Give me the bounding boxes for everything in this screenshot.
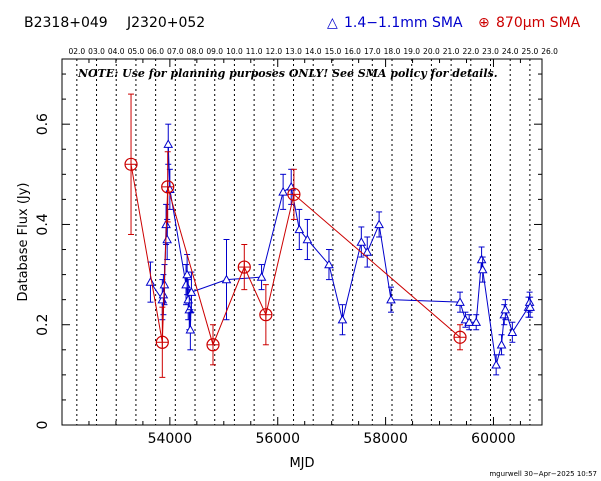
y-tick-label: 0.4 bbox=[35, 213, 51, 235]
top-year-label: 16.0 bbox=[344, 47, 361, 56]
data-point bbox=[386, 294, 396, 304]
data-point bbox=[500, 304, 511, 314]
legend-symbol-blue: △ bbox=[327, 15, 338, 31]
source-name-1: B2318+049 bbox=[24, 15, 108, 31]
data-point bbox=[496, 339, 507, 349]
axes-ticks: 54000 56000 58000 60000 0 0.2 0.4 0.6 bbox=[35, 59, 542, 447]
data-point bbox=[477, 264, 488, 274]
data-point bbox=[145, 277, 156, 286]
data-point bbox=[302, 234, 313, 244]
data-point bbox=[294, 224, 305, 234]
data-point bbox=[278, 186, 288, 196]
data-point bbox=[507, 327, 518, 336]
legend-label-red: 870μm SMA bbox=[496, 15, 581, 31]
top-year-label: 03.0 bbox=[88, 47, 105, 56]
data-point bbox=[362, 246, 373, 256]
planning-note: NOTE: Use for planning purposes ONLY! Se… bbox=[77, 67, 498, 80]
data-point bbox=[324, 259, 334, 269]
data-point bbox=[162, 234, 173, 244]
top-year-label: 17.0 bbox=[364, 47, 381, 56]
source-name-2: J2320+052 bbox=[126, 15, 205, 31]
top-year-label: 21.0 bbox=[443, 47, 460, 56]
series-line bbox=[150, 144, 531, 365]
data-point bbox=[221, 274, 232, 284]
x-tick-label: 54000 bbox=[148, 431, 193, 447]
data-point bbox=[185, 324, 196, 334]
top-year-label: 20.0 bbox=[423, 47, 440, 56]
top-year-label: 23.0 bbox=[482, 47, 499, 56]
data-point bbox=[374, 219, 384, 229]
data-point bbox=[163, 139, 174, 148]
credit-stamp: mgurwell 30−Apr−2025 10:57 bbox=[489, 470, 597, 478]
top-year-label: 24.0 bbox=[502, 47, 519, 56]
data-point bbox=[525, 302, 535, 311]
data-point bbox=[158, 289, 169, 299]
data-point bbox=[455, 297, 465, 306]
top-year-label: 06.0 bbox=[147, 47, 164, 56]
top-year-label: 04.0 bbox=[108, 47, 125, 56]
top-year-label: 11.0 bbox=[246, 47, 263, 56]
data-point bbox=[471, 317, 482, 326]
top-year-label: 26.0 bbox=[541, 47, 558, 56]
legend-symbol-red: ⊕ bbox=[478, 15, 490, 31]
top-year-label: 18.0 bbox=[384, 47, 401, 56]
y-tick-label: 0.2 bbox=[35, 314, 51, 336]
top-year-label: 14.0 bbox=[305, 47, 322, 56]
data-series bbox=[124, 93, 535, 378]
top-year-label: 09.0 bbox=[206, 47, 223, 56]
plot-frame bbox=[61, 58, 543, 426]
data-point bbox=[476, 254, 487, 264]
x-tick-label: 60000 bbox=[471, 431, 516, 447]
top-year-label: 25.0 bbox=[522, 47, 539, 56]
series-mm-sma bbox=[145, 123, 535, 376]
data-point bbox=[256, 272, 267, 281]
legend: △ 1.4−1.1mm SMA ⊕ 870μm SMA bbox=[327, 15, 581, 31]
data-point bbox=[181, 279, 191, 289]
data-point bbox=[182, 269, 192, 279]
top-year-label: 10.0 bbox=[226, 47, 243, 56]
x-tick-label: 56000 bbox=[255, 431, 300, 447]
top-year-label: 02.0 bbox=[68, 47, 85, 56]
top-year-label: 15.0 bbox=[325, 47, 342, 56]
data-point bbox=[186, 287, 197, 296]
top-year-label: 12.0 bbox=[265, 47, 282, 56]
legend-label-blue: 1.4−1.1mm SMA bbox=[344, 15, 463, 31]
data-point bbox=[491, 359, 502, 369]
year-grid bbox=[76, 59, 531, 425]
top-axis-year-labels: 02.0 03.0 04.0 05.0 06.0 07.0 08.0 09.0 10.0 11.0… bbox=[68, 47, 558, 56]
top-year-label: 22.0 bbox=[462, 47, 479, 56]
data-point bbox=[464, 317, 475, 326]
top-year-label: 07.0 bbox=[167, 47, 184, 56]
y-tick-label: 0.6 bbox=[35, 113, 51, 135]
series-submm-sma bbox=[124, 93, 467, 378]
y-tick-label: 0 bbox=[35, 421, 51, 430]
top-year-label: 19.0 bbox=[403, 47, 420, 56]
top-year-label: 08.0 bbox=[187, 47, 204, 56]
y-axis-title: Database Flux (Jy) bbox=[16, 183, 31, 302]
top-year-label: 05.0 bbox=[128, 47, 145, 56]
x-axis-title: MJD bbox=[289, 456, 314, 471]
x-tick-label: 58000 bbox=[363, 431, 408, 447]
data-point bbox=[337, 314, 348, 324]
data-point bbox=[499, 309, 510, 319]
top-year-label: 13.0 bbox=[285, 47, 302, 56]
data-point bbox=[356, 236, 367, 246]
data-point bbox=[183, 294, 194, 304]
series-line bbox=[130, 164, 461, 347]
